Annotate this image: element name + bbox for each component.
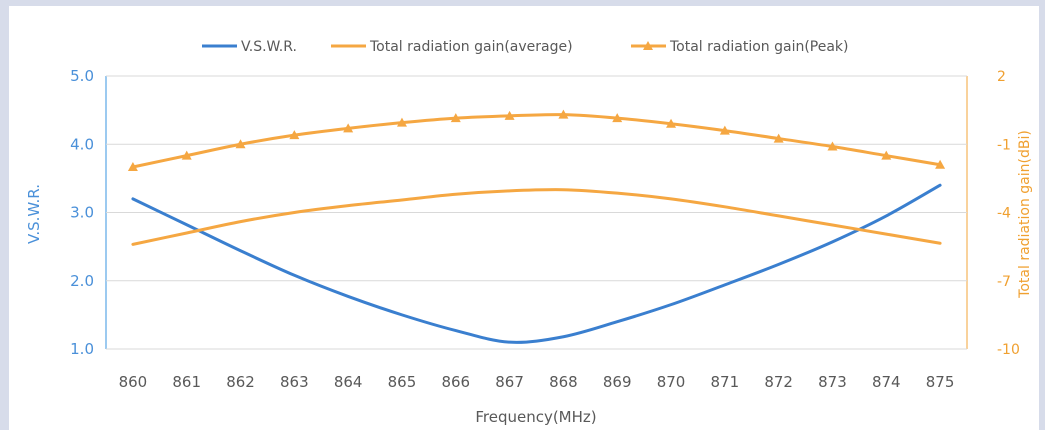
x-tick-label: 868 [549,373,578,391]
y2-tick-label: 2 [997,69,1006,85]
y-tick-label: 5.0 [70,67,94,85]
y2-axis-title: Total radiation gain(dBi) [1017,130,1033,299]
legend-label-vswr: V.S.W.R. [241,39,297,55]
x-tick-label: 864 [334,373,363,391]
y-tick-label: 1.0 [70,340,94,358]
series-line-1 [131,188,942,246]
data-point-marker [181,150,192,160]
data-point-marker [881,150,892,160]
data-point-marker [289,130,300,140]
gridlines [106,75,967,350]
y-tick-label: 4.0 [70,135,94,153]
data-point-marker [235,139,246,149]
data-point-marker [558,109,569,119]
y2-tick-label: -7 [997,274,1011,290]
y-tick-label: 3.0 [70,204,94,222]
x-tick-label: 875 [926,373,955,391]
data-point-marker [827,141,838,151]
series-line-0 [131,183,942,344]
y-axis-title: V.S.W.R. [25,184,43,244]
chart-frame: V.S.W.R. Total radiation gain(average) T… [9,6,1039,430]
x-tick-label: 866 [441,373,470,391]
tick-labels: 1.0 2.0 3.0 4.0 5.0 -10 -7 -4 -1 2 860 861 862 863 864… [70,67,1020,391]
data-point-marker [612,113,623,123]
chart-svg: V.S.W.R. Total radiation gain(average) T… [25,39,1033,426]
series-line-2 [131,113,942,169]
legend-label-gain-average: Total radiation gain(average) [369,39,573,55]
x-tick-label: 870 [657,373,686,391]
data-point-marker [396,117,407,127]
data-point-marker [450,113,461,123]
x-tick-label: 867 [495,373,524,391]
data-point-marker [719,125,730,135]
x-tick-label: 871 [711,373,740,391]
data-point-marker [935,159,946,169]
x-tick-label: 872 [764,373,793,391]
x-axis-title: Frequency(MHz) [475,408,596,426]
x-tick-label: 865 [388,373,417,391]
x-tick-label: 863 [280,373,309,391]
x-tick-label: 860 [119,373,148,391]
y-tick-label: 2.0 [70,272,94,290]
legend: V.S.W.R. Total radiation gain(average) T… [202,39,849,55]
x-tick-label: 861 [172,373,201,391]
y2-tick-label: -10 [997,342,1020,358]
y2-tick-label: -1 [997,137,1011,153]
x-tick-label: 873 [818,373,847,391]
data-point-marker [127,162,138,171]
data-point-marker [343,123,354,133]
legend-marker-triangle [643,41,653,50]
series [127,109,946,344]
x-tick-label: 869 [603,373,632,391]
legend-label-gain-peak: Total radiation gain(Peak) [669,39,849,55]
data-point-marker [773,133,784,143]
x-tick-label: 862 [226,373,255,391]
data-point-marker [504,110,515,120]
data-point-marker [666,118,677,128]
y2-tick-label: -4 [997,206,1011,222]
x-tick-label: 874 [872,373,901,391]
